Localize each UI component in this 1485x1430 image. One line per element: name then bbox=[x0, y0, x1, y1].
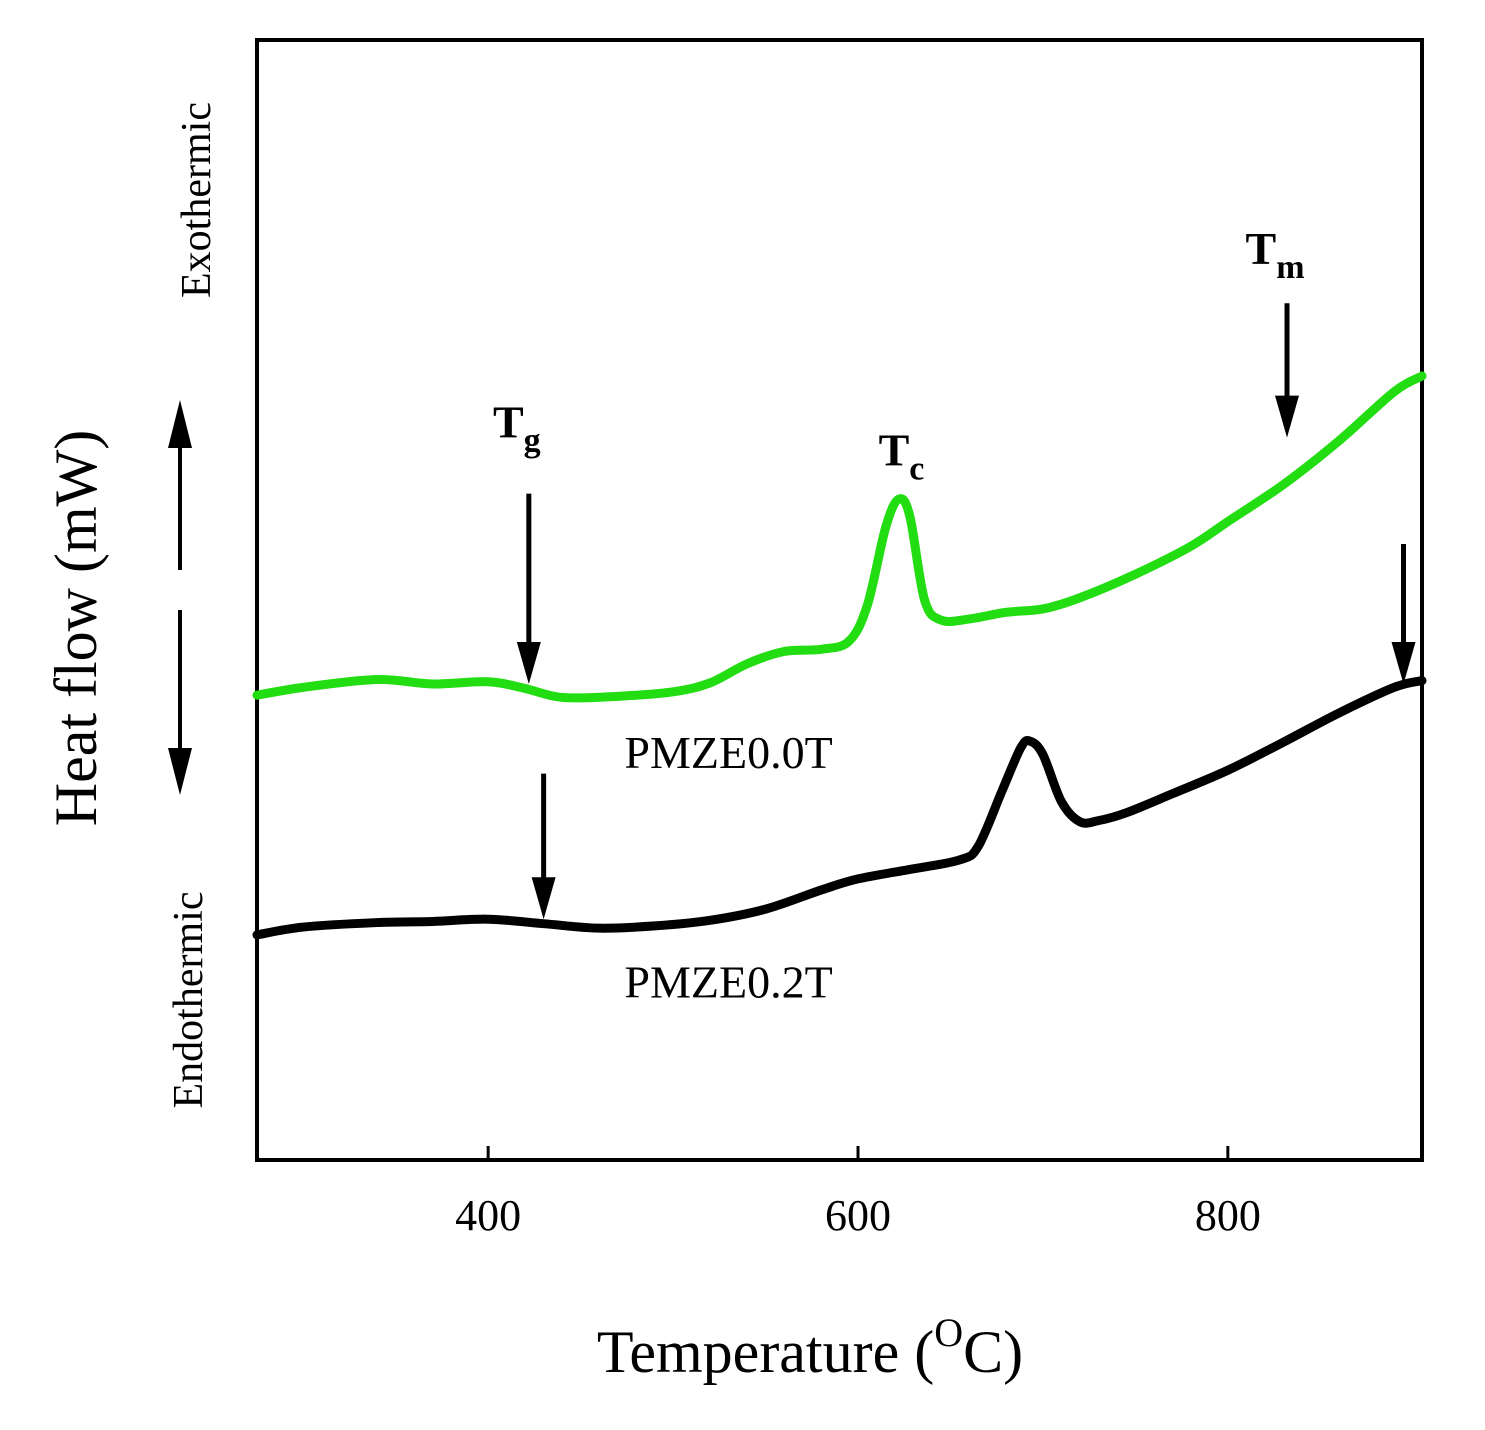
marker-arrow-head bbox=[1275, 395, 1300, 438]
marker-arrow-head bbox=[516, 642, 541, 684]
series-line-pmze0.0t bbox=[252, 371, 1427, 703]
endothermic-label: Endothermic bbox=[166, 892, 212, 1109]
series-layer bbox=[252, 371, 1427, 940]
annotation-layer: Tg Tc Tm bbox=[493, 223, 1416, 920]
series-label-pmze0.0t: PMZE0.0T bbox=[624, 727, 832, 778]
arrow-down-head bbox=[168, 748, 192, 795]
x-axis-ticks: 400 600 800 bbox=[455, 1146, 1261, 1240]
plot-frame bbox=[255, 38, 1424, 1162]
x-tick-label: 800 bbox=[1195, 1191, 1261, 1240]
marker-label-tg: Tg bbox=[493, 397, 541, 460]
series-label-pmze0.2t: PMZE0.2T bbox=[624, 957, 832, 1008]
series-line-pmze0.2t bbox=[252, 676, 1427, 940]
exo-endo-arrow bbox=[168, 400, 192, 795]
series-label-layer: PMZE0.0T PMZE0.2T bbox=[624, 727, 832, 1008]
y-axis-title: Heat flow (mW) bbox=[43, 430, 109, 827]
marker-label-tc: Tc bbox=[879, 425, 925, 488]
marker-arrow-head bbox=[1391, 642, 1416, 684]
x-tick-label: 600 bbox=[825, 1191, 891, 1240]
x-axis-title: Temperature (OC) bbox=[597, 1310, 1023, 1385]
exothermic-label: Exothermic bbox=[174, 102, 220, 298]
marker-label-tm: Tm bbox=[1246, 223, 1305, 286]
arrow-up-head bbox=[168, 400, 192, 448]
marker-arrow-head bbox=[531, 877, 556, 920]
x-tick-label: 400 bbox=[455, 1191, 521, 1240]
